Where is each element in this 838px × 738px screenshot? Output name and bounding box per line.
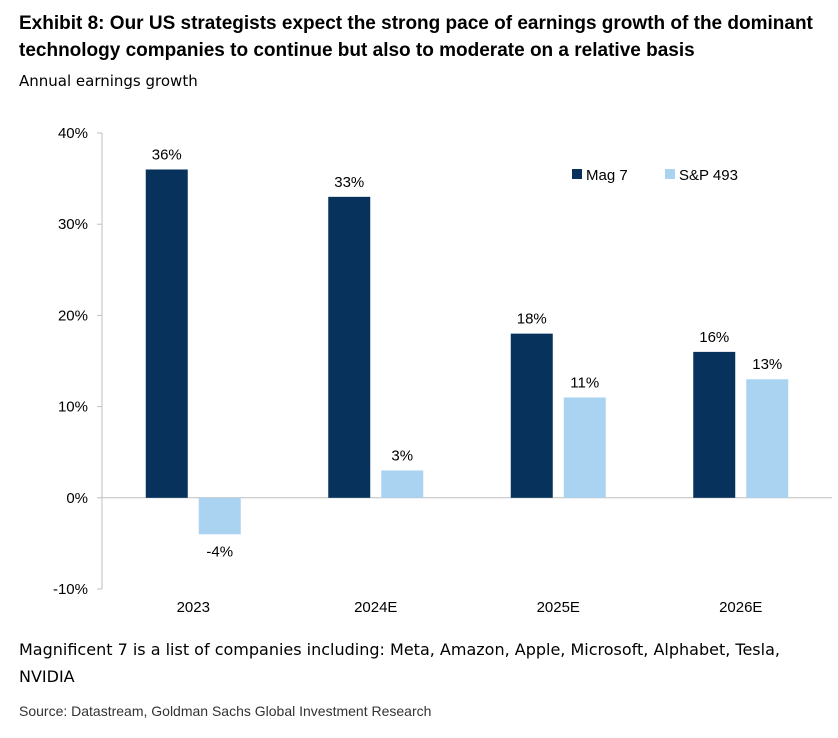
- x-tick-label: 2024E: [354, 599, 397, 616]
- bar-mag-7: [693, 351, 736, 498]
- y-tick-label: 30%: [58, 216, 88, 233]
- bar-s-p-493: [563, 397, 606, 498]
- data-label: 18%: [517, 311, 547, 328]
- y-tick-label: 0%: [66, 490, 88, 507]
- data-label: -4%: [206, 543, 233, 560]
- data-label: 11%: [570, 374, 599, 391]
- bar-mag-7: [145, 169, 188, 498]
- data-label: 33%: [334, 174, 364, 191]
- bar-s-p-493: [198, 497, 241, 535]
- legend-label: S&P 493: [679, 167, 738, 184]
- y-tick-label: -10%: [53, 581, 88, 598]
- legend-swatch: [572, 169, 582, 179]
- bar-chart: -10% 0% 10% 20% 30% 40% 36% -4% 2023 33% 3% 2024E 18…: [53, 125, 832, 616]
- data-label: 16%: [699, 329, 729, 346]
- data-label: 13%: [752, 356, 782, 373]
- footnote: Magnificent 7 is a list of companies inc…: [19, 640, 780, 686]
- y-tick-label: 20%: [58, 307, 88, 324]
- x-tick-label: 2025E: [537, 599, 580, 616]
- x-tick-label: 2026E: [719, 599, 762, 616]
- bar-mag-7: [328, 196, 371, 498]
- bar-mag-7: [510, 333, 553, 498]
- bar-s-p-493: [746, 379, 789, 498]
- bar-s-p-493: [381, 470, 424, 498]
- x-tick-label: 2023: [177, 599, 210, 616]
- data-label: 3%: [391, 447, 413, 464]
- legend-swatch: [665, 169, 675, 179]
- y-tick-label: 10%: [58, 399, 88, 416]
- chart-title: Exhibit 8: Our US strategists expect the…: [19, 13, 813, 61]
- y-tick-label: 40%: [58, 125, 88, 142]
- source-line: Source: Datastream, Goldman Sachs Global…: [19, 703, 432, 719]
- legend-label: Mag 7: [586, 167, 628, 184]
- data-label: 36%: [152, 146, 182, 163]
- chart-subtitle: Annual earnings growth: [19, 72, 198, 90]
